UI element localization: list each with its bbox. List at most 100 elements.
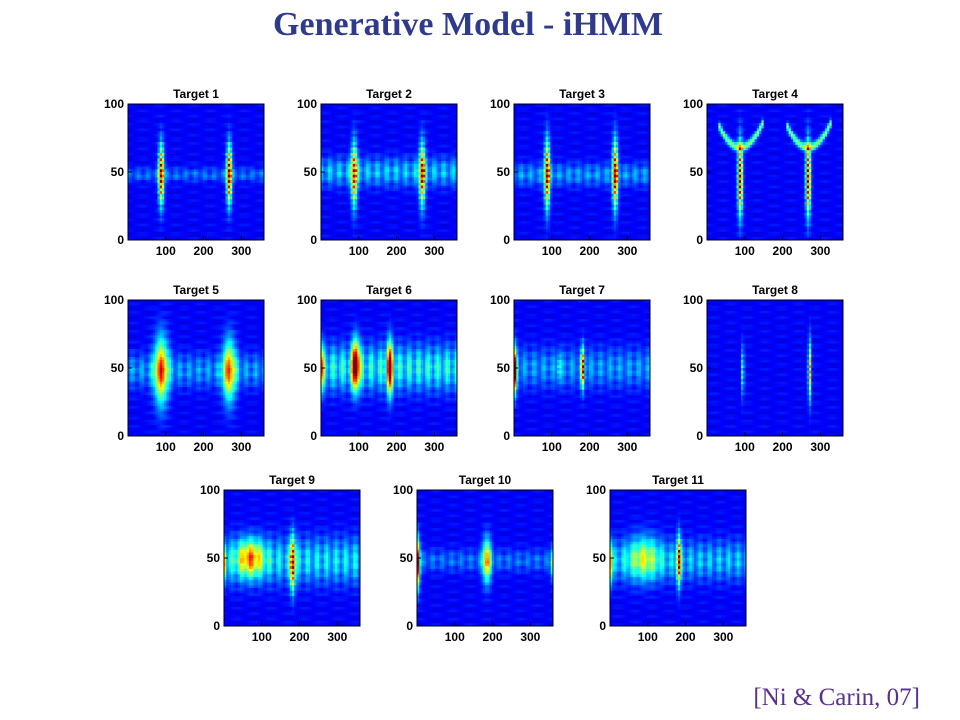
heatmap-cell <box>352 155 356 159</box>
heatmap-cell <box>355 172 358 176</box>
heatmap-cell <box>241 196 244 200</box>
heatmap-cell <box>225 128 229 132</box>
heatmap-cell <box>398 104 401 108</box>
heatmap-cell <box>182 229 186 233</box>
heatmap-cell <box>146 226 149 230</box>
heatmap-cell <box>216 231 220 235</box>
heatmap-cell <box>418 169 422 173</box>
heatmap-cell <box>375 128 379 132</box>
heatmap-cell <box>252 144 256 148</box>
heatmap-cell <box>241 207 244 211</box>
heatmap-cell <box>184 212 188 216</box>
heatmap-cell <box>334 163 338 167</box>
heatmap-cell <box>159 234 163 238</box>
heatmap-cell <box>404 112 408 116</box>
heatmap-cell <box>250 150 254 154</box>
heatmap-cell <box>366 120 369 124</box>
heatmap-cell <box>357 133 360 138</box>
heatmap-cell <box>332 163 335 167</box>
heatmap-cell <box>223 199 226 203</box>
heatmap-cell <box>150 150 154 154</box>
heatmap-cell <box>404 133 408 138</box>
heatmap-cell <box>434 172 437 176</box>
heatmap-cell <box>236 234 240 238</box>
heatmap-cell <box>134 131 138 135</box>
heatmap-cell <box>143 166 147 170</box>
heatmap-cell <box>128 139 131 143</box>
heatmap-cell <box>436 104 440 108</box>
heatmap-cell <box>193 215 197 219</box>
heatmap-cell <box>225 180 229 184</box>
heatmap-cell <box>175 131 179 135</box>
heatmap-cell <box>359 123 363 127</box>
heatmap-cell <box>202 220 206 225</box>
heatmap-cell <box>252 109 256 113</box>
heatmap-cell <box>132 229 136 233</box>
heatmap-cell <box>236 172 240 176</box>
heatmap-cell <box>407 104 410 108</box>
heatmap-cell <box>350 136 354 140</box>
heatmap-cell <box>196 210 199 214</box>
heatmap-cell <box>209 114 213 118</box>
heatmap-cell <box>141 152 145 157</box>
heatmap-cell <box>162 196 165 200</box>
heatmap-cell <box>368 109 372 113</box>
heatmap-cell <box>186 161 190 165</box>
heatmap-cell <box>225 136 229 140</box>
heatmap-cell <box>361 147 365 151</box>
heatmap-cell <box>370 117 374 121</box>
heatmap-cell <box>164 161 167 165</box>
heatmap-cell <box>438 174 442 178</box>
heatmap-cell <box>191 166 195 170</box>
heatmap-cell <box>384 150 388 154</box>
heatmap-cell <box>182 212 186 216</box>
heatmap-cell <box>234 177 238 181</box>
heatmap-cell <box>130 144 133 148</box>
heatmap-cell <box>230 166 233 170</box>
heatmap-cell <box>177 231 181 235</box>
heatmap-cell <box>243 180 247 184</box>
heatmap-cell <box>198 182 201 186</box>
heatmap-cell <box>148 112 152 116</box>
heatmap-cell <box>250 223 254 227</box>
heatmap-cell <box>171 182 174 186</box>
heatmap-cell <box>391 112 394 116</box>
heatmap-cell <box>184 223 188 227</box>
heatmap-cell <box>234 226 238 230</box>
heatmap-cell <box>245 144 249 148</box>
heatmap-cell <box>377 172 381 176</box>
heatmap-cell <box>132 136 136 140</box>
heatmap-cell <box>357 106 360 110</box>
heatmap-cell <box>420 147 424 151</box>
heatmap-cell <box>141 139 145 143</box>
heatmap-cell <box>427 128 431 132</box>
heatmap-cell <box>370 106 374 110</box>
heatmap-cell <box>445 112 449 116</box>
heatmap-cell <box>227 180 231 184</box>
heatmap-cell <box>214 163 217 167</box>
heatmap-cell <box>220 177 224 181</box>
heatmap-cell <box>321 117 324 121</box>
heatmap-cell <box>398 147 401 151</box>
heatmap-cell <box>239 152 242 157</box>
heatmap-cell <box>205 182 208 186</box>
heatmap-cell <box>434 120 437 124</box>
heatmap-cell <box>150 234 154 238</box>
heatmap-cell <box>339 133 342 138</box>
heatmap-cell <box>193 131 197 135</box>
heatmap-cell <box>180 237 183 241</box>
heatmap-cell <box>398 109 401 113</box>
heatmap-cell <box>370 172 374 176</box>
heatmap-cell <box>148 131 152 135</box>
heatmap-cell <box>155 212 158 216</box>
heatmap-cell <box>211 106 215 110</box>
heatmap-cell <box>168 215 172 219</box>
heatmap-cell <box>209 152 213 157</box>
heatmap-cell <box>250 218 254 222</box>
heatmap-cell <box>146 114 149 118</box>
heatmap-cell <box>373 142 376 146</box>
heatmap-cell <box>250 166 254 170</box>
heatmap-cell <box>128 231 131 235</box>
heatmap-cell <box>150 169 154 173</box>
heatmap-cell <box>443 163 447 167</box>
